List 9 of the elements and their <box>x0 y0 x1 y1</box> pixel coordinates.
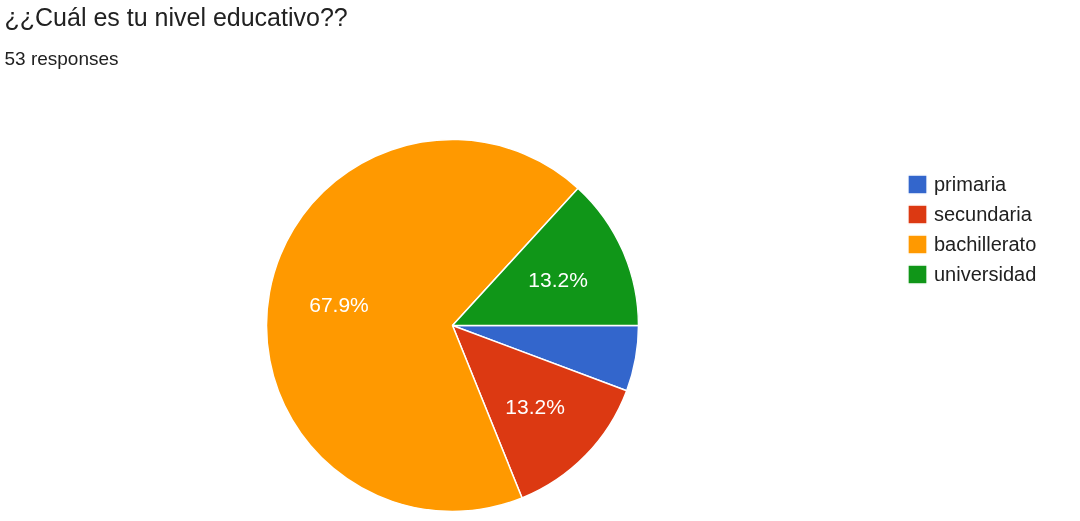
data-label: 13.2% <box>528 267 588 291</box>
legend-label: primaria <box>934 172 1007 196</box>
legend-label: secundaria <box>934 202 1032 226</box>
data-label: 13.2% <box>505 394 565 418</box>
chart-title: ¿¿Cuál es tu nivel educativo?? <box>4 2 348 31</box>
legend-label: bachillerato <box>934 232 1037 256</box>
data-label: 67.9% <box>309 293 369 317</box>
legend-label: universidad <box>934 262 1037 286</box>
text: 53 responses <box>4 47 119 69</box>
